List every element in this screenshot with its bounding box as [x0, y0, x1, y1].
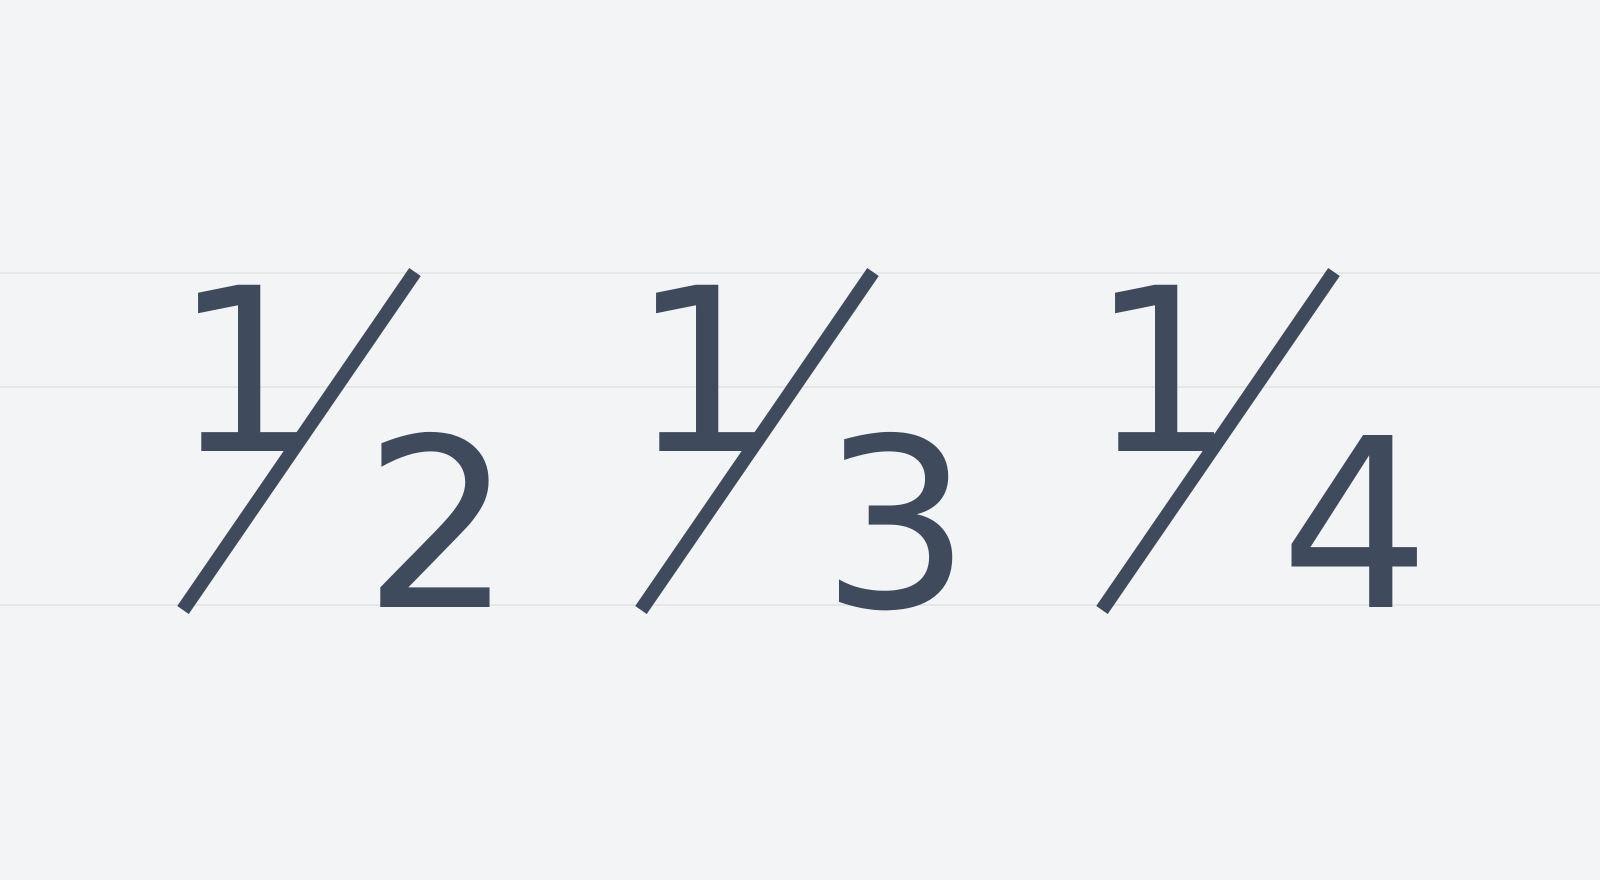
numerator: 1: [1090, 239, 1236, 505]
numerator: 1: [631, 239, 777, 505]
fraction-slash: [635, 268, 879, 614]
fraction-slash: [1096, 268, 1340, 614]
fraction-slash: [177, 268, 421, 614]
fraction-one-half: 1 2: [165, 239, 513, 644]
denominator: 3: [821, 388, 972, 663]
denominator: 4: [1280, 388, 1431, 663]
fraction-one-third: 1 3: [623, 239, 971, 644]
denominator: 2: [363, 388, 514, 663]
fraction-one-quarter: 1 4: [1082, 239, 1430, 644]
guide-line-baseline: [0, 604, 1600, 606]
numerator: 1: [173, 239, 319, 505]
guide-line-cap: [0, 272, 1600, 274]
